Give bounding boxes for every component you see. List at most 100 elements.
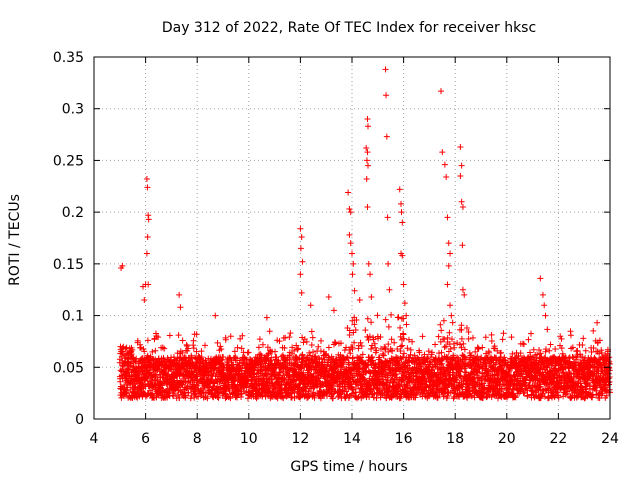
data-point — [145, 281, 152, 288]
band-point — [447, 345, 454, 352]
band-point — [391, 379, 398, 386]
band-point — [425, 348, 432, 355]
y-tick-label: 0.1 — [62, 309, 84, 325]
data-point — [447, 250, 454, 257]
data-point — [364, 149, 371, 156]
band-point — [226, 384, 233, 391]
band-point — [185, 378, 192, 385]
data-point — [349, 250, 355, 257]
band-point — [412, 394, 419, 401]
data-point — [346, 206, 353, 213]
grid-lines — [94, 57, 610, 419]
band-point — [385, 323, 392, 330]
band-point — [443, 355, 450, 362]
band-point — [577, 360, 584, 367]
band-point — [413, 390, 420, 397]
band-point — [194, 382, 201, 389]
x-tick-label: 22 — [549, 431, 567, 447]
band-point — [198, 354, 205, 361]
band-point — [230, 378, 237, 385]
data-point — [349, 271, 356, 278]
band-point — [450, 395, 457, 402]
band-point — [278, 386, 285, 393]
data-point — [141, 297, 148, 304]
y-tick-label: 0.05 — [53, 360, 84, 376]
band-point — [373, 394, 380, 401]
band-point — [566, 359, 573, 366]
band-point — [554, 389, 561, 396]
data-point — [445, 240, 452, 247]
band-point — [605, 370, 612, 377]
band-point — [498, 349, 505, 356]
band-point — [504, 384, 511, 391]
data-point — [457, 143, 464, 150]
band-point — [347, 350, 354, 357]
data-point — [143, 176, 150, 183]
band-point — [475, 345, 482, 352]
band-point — [117, 378, 124, 385]
band-point — [509, 350, 516, 357]
band-point — [482, 334, 489, 341]
band-point — [401, 350, 408, 357]
data-points — [116, 66, 613, 402]
band-point — [444, 384, 451, 391]
band-point — [374, 312, 381, 319]
band-point — [598, 347, 605, 354]
band-point — [182, 393, 189, 400]
y-tick-label: 0 — [75, 412, 84, 428]
band-point — [295, 345, 302, 352]
band-point — [190, 345, 197, 352]
band-point — [192, 390, 199, 397]
band-point — [144, 337, 151, 344]
band-point — [432, 341, 439, 348]
band-point — [144, 378, 151, 385]
data-point — [347, 209, 354, 216]
band-point — [400, 335, 407, 342]
band-point — [596, 337, 603, 344]
band-point — [358, 343, 365, 350]
band-point — [307, 352, 314, 359]
band-point — [325, 344, 332, 351]
band-point — [409, 338, 416, 345]
data-point — [458, 162, 465, 169]
band-point — [281, 344, 288, 351]
band-point — [327, 363, 334, 370]
data-point — [401, 300, 408, 307]
band-point — [317, 348, 324, 355]
band-point — [179, 349, 186, 356]
band-point — [377, 345, 384, 352]
band-point — [416, 349, 423, 356]
band-point — [308, 328, 315, 335]
data-point — [307, 302, 314, 309]
band-point — [399, 342, 406, 349]
x-tick-label: 24 — [601, 431, 619, 447]
band-point — [492, 361, 499, 368]
y-tick-label: 0.3 — [62, 102, 84, 118]
band-point — [308, 385, 315, 392]
band-point — [164, 355, 171, 362]
band-point — [403, 321, 410, 328]
band-point — [557, 333, 564, 340]
band-point — [237, 335, 244, 342]
band-point — [256, 336, 263, 343]
band-point — [299, 351, 306, 358]
band-point — [552, 346, 559, 353]
data-point — [439, 149, 446, 156]
band-point — [253, 395, 260, 402]
band-point — [299, 359, 306, 366]
band-point — [536, 346, 543, 353]
band-point — [381, 343, 388, 350]
band-point — [419, 333, 426, 340]
band-point — [239, 332, 246, 339]
band-point — [351, 321, 358, 328]
band-point — [409, 377, 416, 384]
band-point — [449, 319, 456, 326]
chart-title: Day 312 of 2022, Rate Of TEC Index for r… — [162, 20, 536, 36]
band-point — [321, 351, 328, 358]
band-point — [537, 350, 544, 357]
band-point — [353, 316, 360, 323]
band-point — [298, 365, 305, 372]
band-point — [507, 358, 514, 365]
data-point — [542, 312, 549, 319]
data-point — [119, 262, 126, 269]
